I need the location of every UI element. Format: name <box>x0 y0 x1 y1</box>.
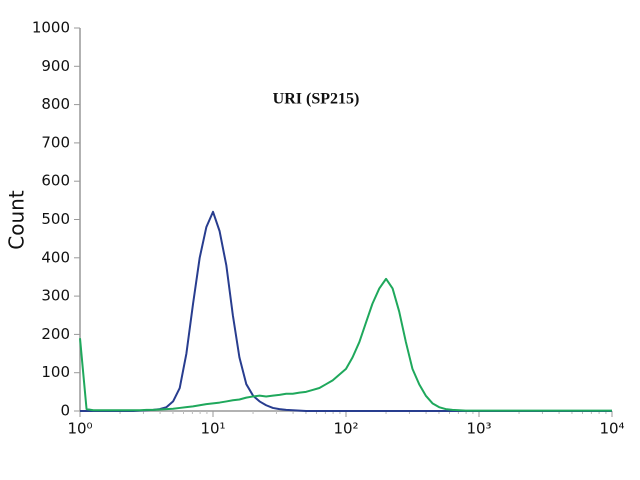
y-tick-label: 1000 <box>32 19 70 37</box>
x-tick-label: 10⁰ <box>67 420 92 438</box>
chart-title: URI (SP215) <box>273 91 360 108</box>
y-tick-label: 100 <box>41 363 70 381</box>
y-tick-label: 200 <box>41 325 70 343</box>
y-tick-label: 500 <box>41 210 70 228</box>
y-tick-label: 600 <box>41 172 70 190</box>
y-tick-label: 0 <box>60 402 70 420</box>
y-tick-label: 400 <box>41 248 70 266</box>
series-line <box>80 210 612 412</box>
x-tick-label: 10⁴ <box>599 420 624 438</box>
x-tick-label: 10² <box>333 420 358 438</box>
x-tick-label: 10¹ <box>200 420 225 438</box>
y-tick-label: 900 <box>41 57 70 75</box>
y-tick-label: 300 <box>41 287 70 305</box>
y-tick-label: 800 <box>41 95 70 113</box>
y-axis-label: Count <box>5 190 29 250</box>
y-tick-label: 700 <box>41 133 70 151</box>
x-tick-label: 10³ <box>466 420 491 438</box>
series-line <box>79 277 612 412</box>
